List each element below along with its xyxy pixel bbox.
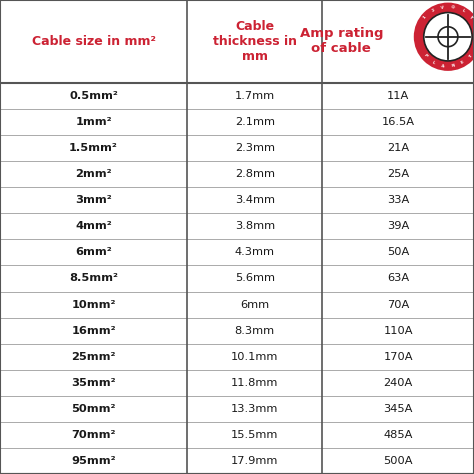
Text: 10mm²: 10mm² [72, 300, 116, 310]
Text: 2.3mm: 2.3mm [235, 143, 275, 153]
Text: T: T [468, 54, 473, 58]
Text: 110A: 110A [383, 326, 413, 336]
Text: 16mm²: 16mm² [71, 326, 116, 336]
Text: 6mm: 6mm [240, 300, 269, 310]
Text: 16.5A: 16.5A [382, 117, 415, 127]
Text: L: L [431, 60, 435, 65]
Text: 70mm²: 70mm² [72, 430, 116, 440]
Text: 50mm²: 50mm² [72, 404, 116, 414]
Text: 11A: 11A [387, 91, 409, 101]
Text: 21A: 21A [387, 143, 409, 153]
Text: O: O [451, 5, 455, 9]
Text: 2mm²: 2mm² [75, 169, 112, 179]
Text: 35mm²: 35mm² [71, 378, 116, 388]
Text: 63A: 63A [387, 273, 409, 283]
Text: 3.4mm: 3.4mm [235, 195, 275, 205]
Text: Cable size in mm²: Cable size in mm² [32, 35, 155, 48]
Text: 345A: 345A [383, 404, 413, 414]
Text: 3mm²: 3mm² [75, 195, 112, 205]
Text: 50A: 50A [387, 247, 409, 257]
Text: L: L [461, 9, 465, 13]
Text: 500A: 500A [383, 456, 413, 466]
Text: 25A: 25A [387, 169, 409, 179]
Text: 3.8mm: 3.8mm [235, 221, 275, 231]
Text: 4mm²: 4mm² [75, 221, 112, 231]
Text: 8.3mm: 8.3mm [235, 326, 275, 336]
Text: 2.1mm: 2.1mm [235, 117, 275, 127]
Text: 11.8mm: 11.8mm [231, 378, 278, 388]
Text: 13.3mm: 13.3mm [231, 404, 278, 414]
Text: 2: 2 [431, 9, 435, 13]
Circle shape [412, 1, 474, 73]
Text: 33A: 33A [387, 195, 409, 205]
Text: 170A: 170A [383, 352, 413, 362]
Text: Cable
thickness in
mm: Cable thickness in mm [213, 20, 297, 63]
Text: A: A [441, 64, 445, 68]
Text: 240A: 240A [383, 378, 413, 388]
Text: V: V [441, 5, 445, 9]
Text: 1mm²: 1mm² [75, 117, 112, 127]
Text: 39A: 39A [387, 221, 409, 231]
Text: 17.9mm: 17.9mm [231, 456, 278, 466]
Text: 10.1mm: 10.1mm [231, 352, 278, 362]
Text: E: E [461, 60, 465, 65]
Text: 1: 1 [423, 15, 428, 20]
Text: 4.3mm: 4.3mm [235, 247, 275, 257]
Text: 15.5mm: 15.5mm [231, 430, 278, 440]
Text: T: T [468, 15, 473, 20]
Text: 0.5mm²: 0.5mm² [69, 91, 118, 101]
Circle shape [424, 13, 472, 61]
Text: 5.6mm: 5.6mm [235, 273, 275, 283]
Text: 2.8mm: 2.8mm [235, 169, 275, 179]
Text: 25mm²: 25mm² [72, 352, 116, 362]
Text: 6mm²: 6mm² [75, 247, 112, 257]
Text: 95mm²: 95mm² [71, 456, 116, 466]
Text: 1.7mm: 1.7mm [235, 91, 275, 101]
Text: Amp rating
of cable: Amp rating of cable [300, 27, 383, 55]
Text: 485A: 485A [383, 430, 413, 440]
Text: N: N [451, 64, 455, 68]
Text: 70A: 70A [387, 300, 409, 310]
Text: P: P [422, 54, 428, 58]
Text: 8.5mm²: 8.5mm² [69, 273, 118, 283]
Text: 1.5mm²: 1.5mm² [69, 143, 118, 153]
